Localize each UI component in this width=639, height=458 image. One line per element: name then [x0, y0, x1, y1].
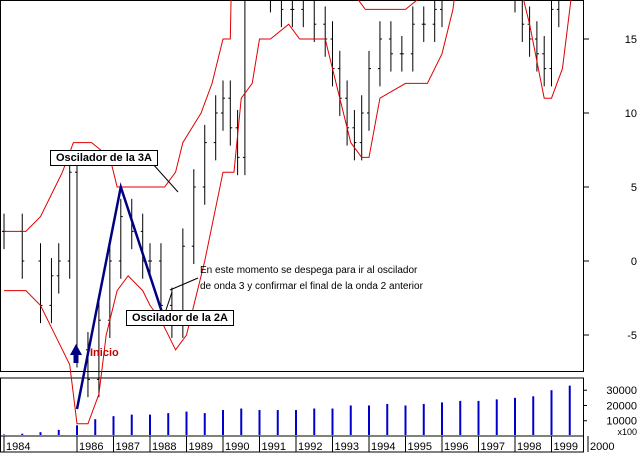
date-x-axis: 1984 1986 1987 1988 1989 1990 1991 1992 1993 1994…: [3, 436, 614, 453]
up-arrow-icon: [70, 344, 82, 363]
price-y-tick-label: 5: [631, 182, 637, 194]
date-tick-label: 1996: [444, 441, 468, 453]
up-arrow-shaft: [73, 354, 79, 363]
date-tick-label: 1994: [371, 441, 395, 453]
date-tick-label: 1984: [6, 441, 30, 453]
start-label: Inicio: [90, 347, 119, 359]
up-arrow-head: [70, 344, 82, 355]
date-tick-label: 1997: [481, 441, 505, 453]
price-bars-layer: [2, 0, 560, 398]
date-tick-label: 1990: [225, 441, 249, 453]
osc2a-label: Oscilador de la 2A: [126, 310, 234, 326]
volume-unit-label: x100: [617, 427, 637, 437]
price-y-axis: -5 0 5 10 15: [583, 34, 637, 342]
osc3a-leader-line: [151, 162, 179, 193]
date-tick-label: 1988: [152, 441, 176, 453]
date-tick-label: 1992: [298, 441, 322, 453]
volume-layer: 10000 20000 30000 x100: [3, 385, 637, 437]
date-tick-label: 1986: [79, 441, 103, 453]
date-tick-label: 1998: [517, 441, 541, 453]
annotation-note-line2: de onda 3 y confirmar el final de la ond…: [200, 281, 423, 292]
oscillator-zigzag-line: [75, 182, 166, 410]
date-tick-label: 1999: [554, 441, 578, 453]
volume-y-tick-label: 30000: [606, 385, 637, 397]
date-tick-label: 1993: [335, 441, 359, 453]
date-tick-label: 2000: [590, 441, 614, 453]
osc2a-leader-line: [165, 291, 173, 311]
volume-y-tick-label: 10000: [606, 416, 637, 428]
price-panel-border: [0, 0, 584, 372]
note-leader-line: [169, 277, 199, 291]
price-y-tick-label: 15: [625, 34, 637, 46]
oscillator-layer: [75, 182, 166, 410]
date-tick-label: 1989: [189, 441, 213, 453]
volume-y-tick-label: 20000: [606, 400, 637, 412]
date-tick-label: 1995: [408, 441, 432, 453]
date-axis-border: [0, 435, 584, 453]
price-y-tick-label: -5: [627, 330, 637, 342]
date-tick-label: 1991: [262, 441, 286, 453]
price-y-tick-label: 0: [631, 256, 637, 268]
channel-layer: [4, 0, 572, 425]
channel-lower-line: [4, 0, 572, 425]
annotation-note: En este momento se despega para ir al os…: [200, 263, 423, 295]
annotation-note-line1: En este momento se despega para ir al os…: [200, 265, 418, 276]
price-y-tick-label: 10: [625, 108, 637, 120]
date-tick-label: 1987: [116, 441, 140, 453]
channel-upper-line: [4, 0, 418, 232]
osc3a-label: Oscilador de la 3A: [50, 150, 158, 166]
